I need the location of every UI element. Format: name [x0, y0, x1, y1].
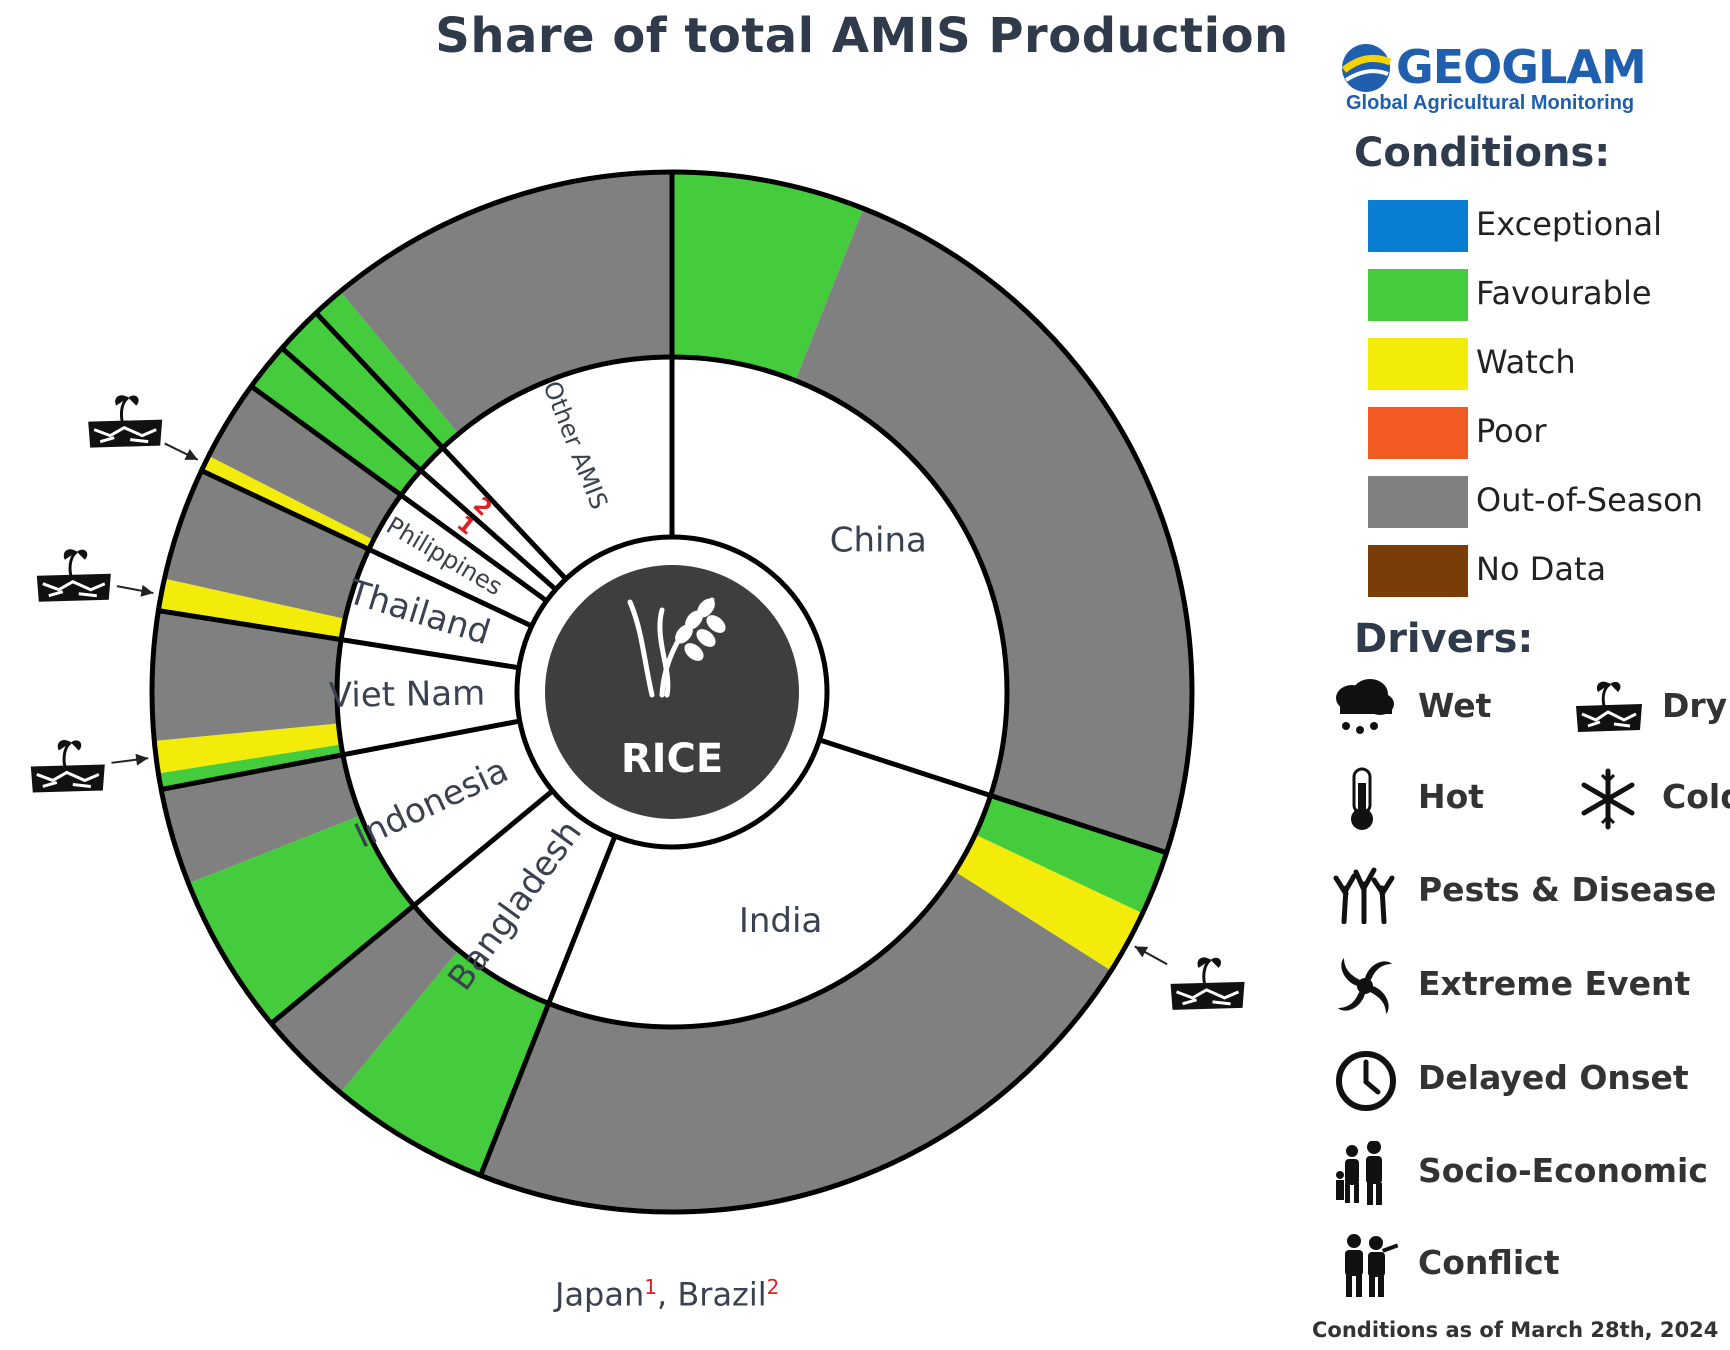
- dry-icon: [1576, 681, 1642, 732]
- cold-icon: [1581, 768, 1635, 830]
- dry-icon: [88, 395, 163, 448]
- drivers-title: Drivers:: [1354, 616, 1534, 662]
- driver-label: Conflict: [1418, 1243, 1560, 1282]
- dry-driver-marker: [36, 549, 154, 602]
- footnote-separator: ,: [656, 1275, 678, 1314]
- driver-label: Wet: [1418, 686, 1492, 725]
- driver-arrowhead: [184, 449, 198, 460]
- socio-economic-icon: [1336, 1141, 1382, 1205]
- dry-icon: [30, 740, 105, 793]
- driver-label: Extreme Event: [1418, 964, 1691, 1003]
- dry-driver-marker: [1134, 945, 1245, 1010]
- outer-ring-border: [149, 169, 1195, 1215]
- dry-driver-marker: [88, 395, 199, 461]
- driver-label: Pests & Disease: [1418, 870, 1717, 909]
- legend-swatch: [1368, 545, 1468, 597]
- legend-label: Watch: [1476, 343, 1576, 381]
- footnote: Japan1, Brazil2: [555, 1275, 779, 1314]
- geoglam-logo: GEOGLAM Global Agricultural Monitoring: [1338, 34, 1647, 124]
- pests-disease-icon: [1333, 867, 1395, 924]
- hot-icon: [1351, 767, 1373, 830]
- outer-segment-thailand-out-of-season: [164, 470, 369, 619]
- outer-segment-viet-nam-out-of-season: [151, 610, 342, 741]
- chart-title: Share of total AMIS Production: [435, 8, 1289, 64]
- outer-segment-india-favourable: [975, 795, 1167, 914]
- footnote-brazil: Brazil: [677, 1275, 767, 1314]
- driver-arrowhead: [140, 584, 154, 597]
- conditions-title: Conditions:: [1354, 130, 1611, 176]
- legend-label: Out-of-Season: [1476, 481, 1703, 519]
- outer-segment-china-out-of-season: [795, 208, 1193, 853]
- mid-ring-border: [334, 354, 1010, 1030]
- conditions-date: Conditions as of March 28th, 2024: [1312, 1318, 1719, 1342]
- driver-label: Hot: [1418, 777, 1485, 816]
- logo-name: GEOGLAM: [1396, 40, 1647, 94]
- footnote-mark-1: 1: [644, 1275, 657, 1299]
- driver-arrowhead: [135, 753, 149, 766]
- legend-swatch: [1368, 200, 1468, 252]
- outer-segment-japan-favourable: [251, 348, 421, 496]
- legend-label: No Data: [1476, 550, 1607, 588]
- outer-segment-philippines-watch: [201, 455, 374, 550]
- outer-segment-philippines-out-of-season: [208, 386, 401, 540]
- conflict-icon: [1345, 1234, 1399, 1297]
- clock-icon: [1336, 1051, 1396, 1111]
- legend-panel: GEOGLAM Global Agricultural Monitoring C…: [1318, 24, 1730, 1350]
- footnote-mark-2: 2: [766, 1275, 780, 1299]
- driver-label: Cold: [1662, 777, 1730, 816]
- geoglam-globe-icon: [1341, 44, 1392, 92]
- extreme-event-icon: [1338, 958, 1392, 1014]
- outer-segment-viet-nam-watch: [154, 723, 342, 774]
- legend-label: Exceptional: [1476, 205, 1662, 243]
- driver-label: Socio-Economic: [1418, 1151, 1708, 1190]
- outer-segment-india-watch: [954, 834, 1143, 971]
- driver-arrowhead: [1134, 946, 1149, 958]
- wet-icon: [1336, 679, 1394, 734]
- outer-segment-viet-nam-favourable: [158, 744, 343, 790]
- country-label-viet-nam: Viet Nam: [329, 673, 486, 715]
- center-label: RICE: [621, 736, 723, 782]
- outer-segment-other-amis-favourable: [316, 291, 459, 448]
- driver-label: Delayed Onset: [1418, 1058, 1689, 1097]
- legend-swatch: [1368, 407, 1468, 459]
- dry-icon: [36, 549, 111, 602]
- legend-label: Poor: [1476, 412, 1547, 450]
- legend-label: Favourable: [1476, 274, 1652, 312]
- country-label-china: China: [830, 521, 927, 561]
- legend-swatch: [1368, 269, 1468, 321]
- dry-icon: [1170, 957, 1245, 1010]
- outer-segment-bangladesh-favourable: [340, 950, 549, 1176]
- country-label-india: India: [739, 901, 822, 941]
- center-disc: [545, 565, 799, 819]
- outer-segment-brazil-favourable: [281, 312, 443, 471]
- dry-driver-marker: [30, 740, 149, 793]
- driver-label: Dry: [1662, 686, 1728, 725]
- outer-segment-bangladesh-out-of-season: [271, 905, 459, 1093]
- driver-markers: [30, 395, 1245, 1010]
- outer-segment-thailand-watch: [158, 578, 346, 640]
- boundary-other-amis: [314, 311, 568, 581]
- outer-ring: [151, 172, 1193, 1212]
- outer-segment-indonesia-favourable: [188, 815, 414, 1024]
- rice-icon: [627, 597, 726, 698]
- outer-segment-indonesia-out-of-season: [161, 754, 361, 884]
- legend-swatch: [1368, 338, 1468, 390]
- outer-segment-china-favourable: [672, 172, 864, 381]
- legend-swatch: [1368, 476, 1468, 528]
- footnote-japan: Japan: [555, 1275, 645, 1314]
- logo-subtitle: Global Agricultural Monitoring: [1346, 92, 1635, 114]
